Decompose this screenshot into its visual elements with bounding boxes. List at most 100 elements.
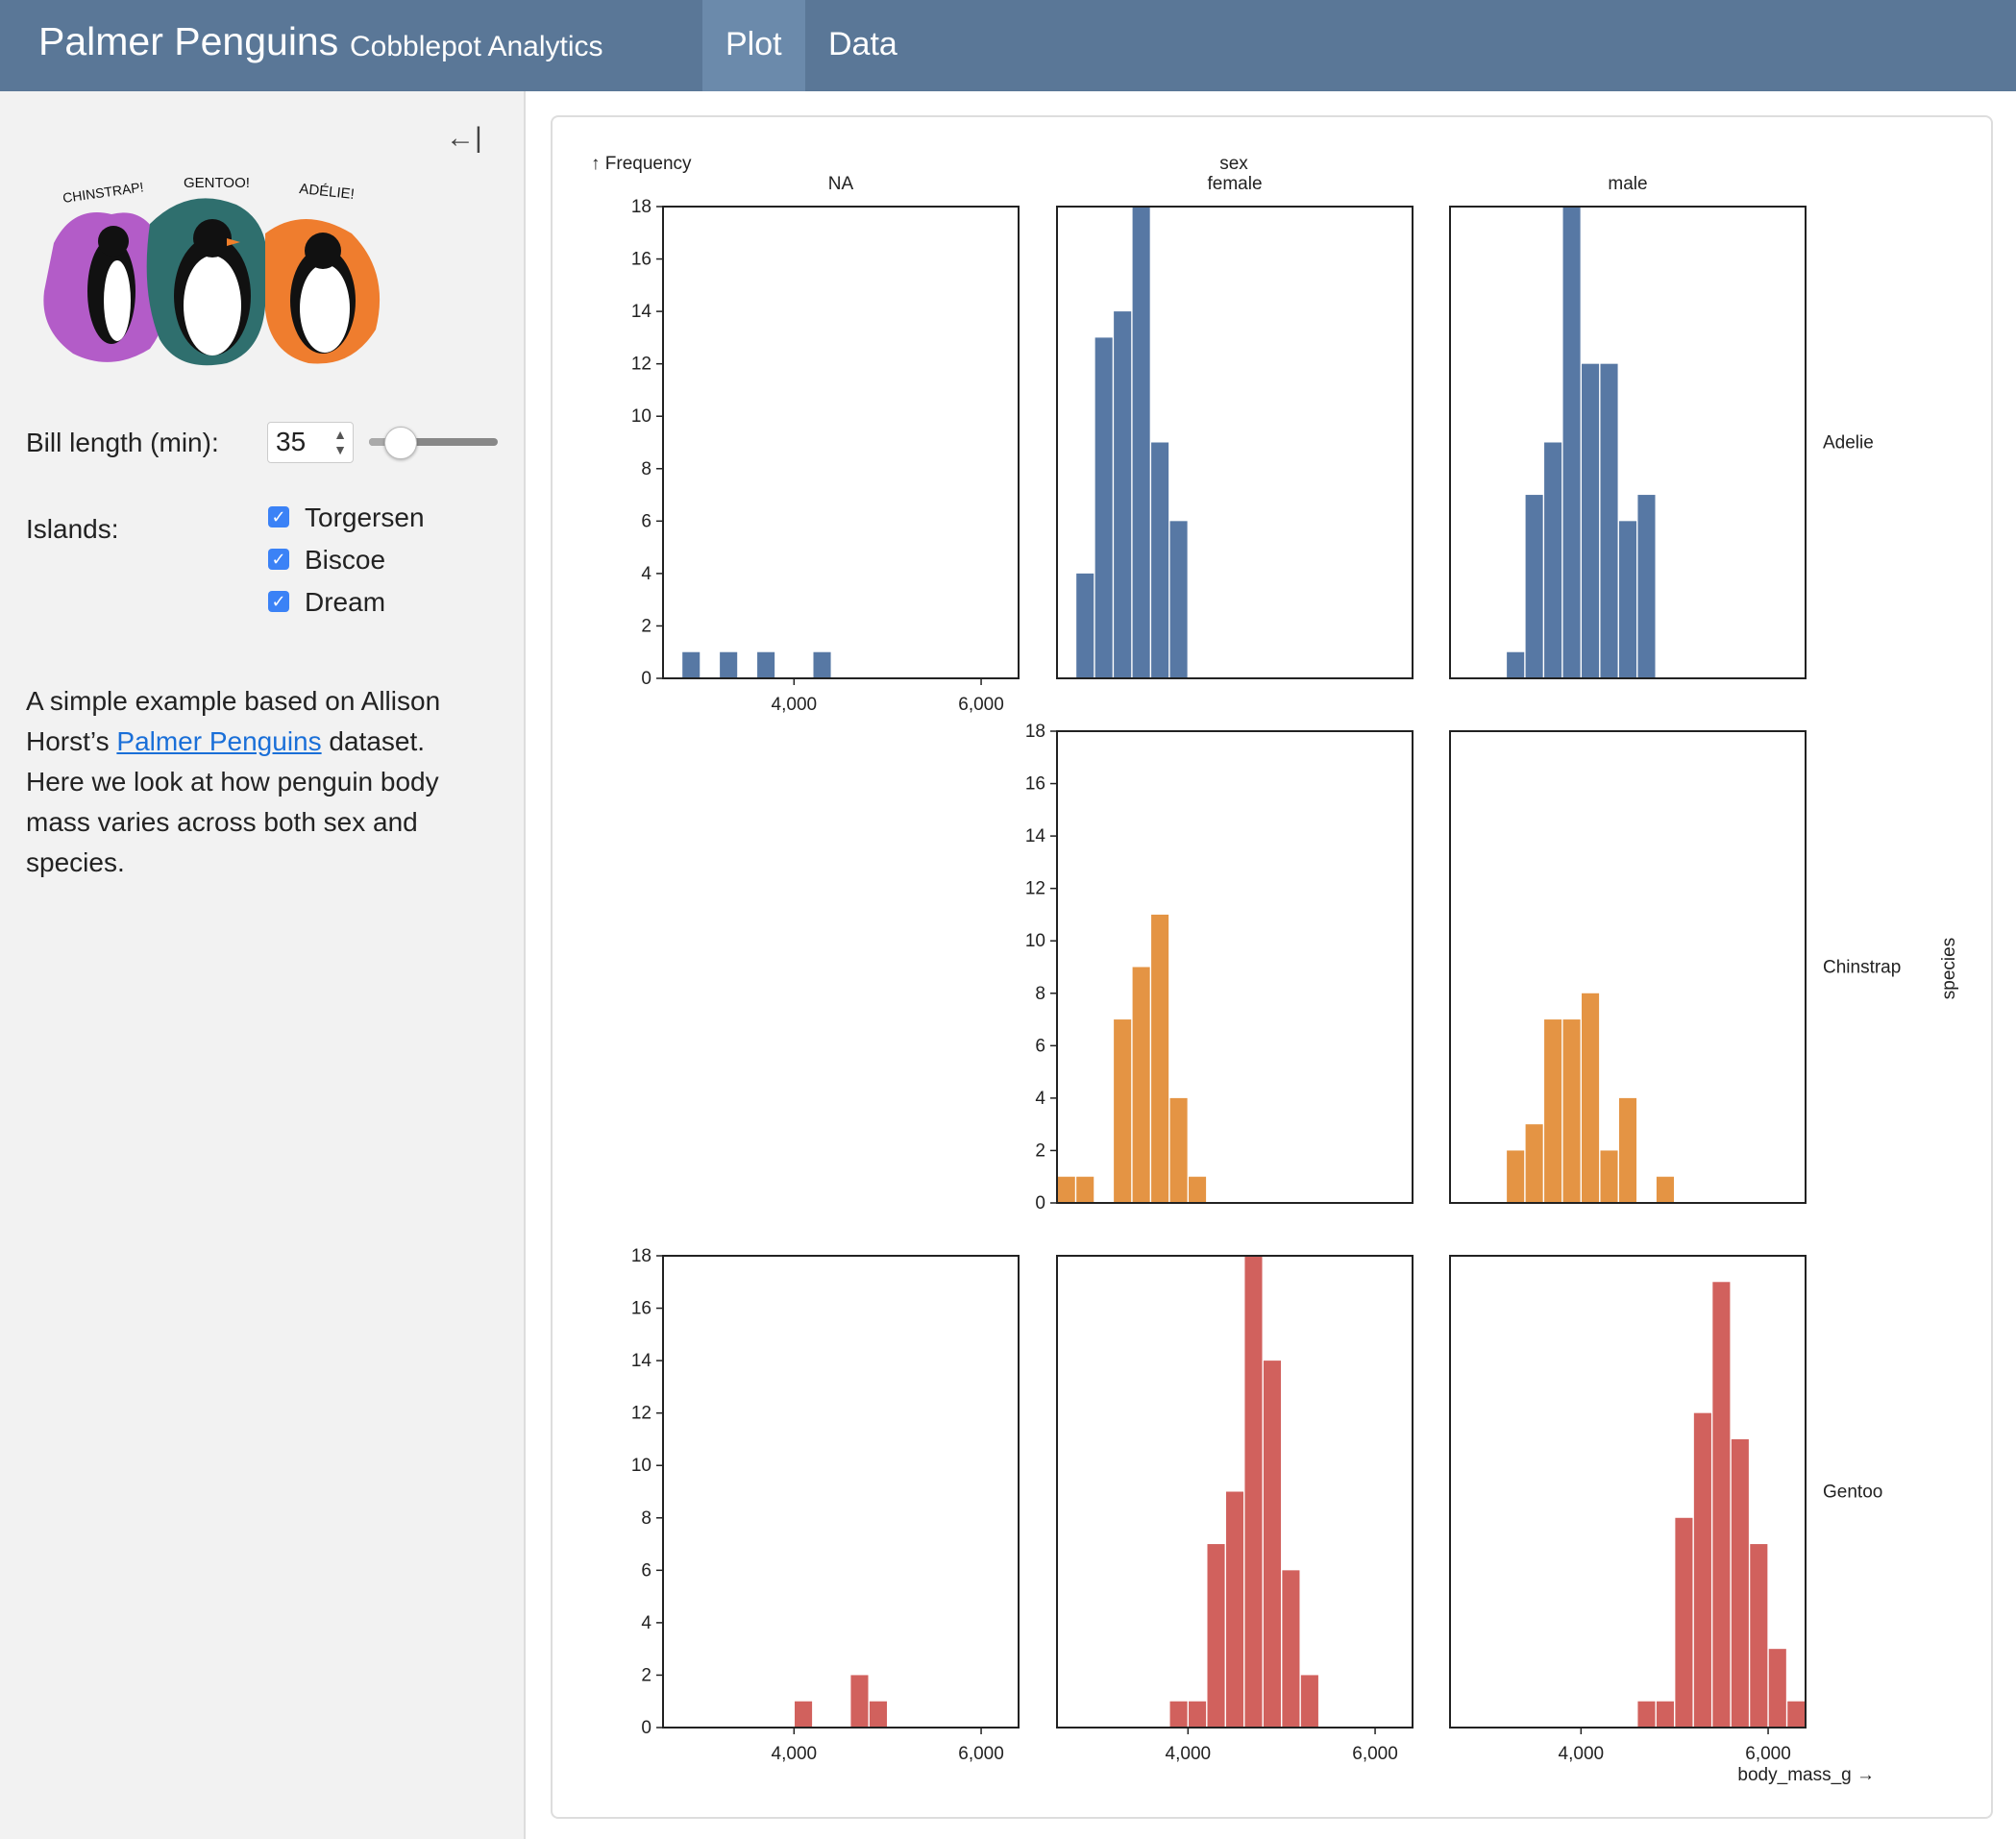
illustration-label-adelie: ADÉLIE!: [299, 181, 356, 203]
bar-gentoo-male: [1768, 1649, 1786, 1728]
bar-gentoo-female: [1263, 1361, 1281, 1728]
bar-adelie-female: [1169, 521, 1188, 678]
bar-chinstrap-female: [1169, 1097, 1188, 1203]
x-tick-label: 4,000: [772, 695, 818, 715]
column-label-male: male: [1608, 174, 1647, 194]
y-tick-label: 16: [631, 1299, 652, 1319]
bar-chinstrap-female: [1057, 1176, 1075, 1203]
y-tick-label: 14: [631, 302, 652, 322]
description: A simple example based on Allison Horst’…: [26, 681, 478, 883]
bar-gentoo-male: [1656, 1701, 1674, 1728]
y-tick-label: 10: [1025, 931, 1045, 951]
y-tick-label: 12: [1025, 879, 1045, 899]
app-subtitle: Cobblepot Analytics: [350, 31, 603, 62]
bar-gentoo-female: [1189, 1701, 1207, 1728]
bar-chinstrap-male: [1544, 1019, 1562, 1203]
bill-length-slider[interactable]: [369, 438, 498, 446]
bar-adelie-male: [1544, 442, 1562, 678]
facet-y-title: species: [1939, 938, 1959, 999]
palmer-penguins-link[interactable]: Palmer Penguins: [116, 726, 322, 756]
tab-plot[interactable]: Plot: [702, 0, 805, 91]
y-tick-label: 18: [631, 1246, 652, 1266]
x-tick-label: 6,000: [958, 695, 1004, 715]
bar-chinstrap-male: [1525, 1124, 1543, 1203]
bar-chinstrap-male: [1600, 1150, 1618, 1203]
navbar: Palmer Penguins Cobblepot Analytics Plot…: [0, 0, 2016, 91]
bar-gentoo-female: [1169, 1701, 1188, 1728]
sidebar: ←| CHINSTRAP! GENTOO! ADÉLIE! Bill lengt…: [0, 91, 526, 1839]
y-tick-label: 4: [1035, 1089, 1045, 1109]
checkbox-label-dream[interactable]: Dream: [305, 587, 386, 617]
column-label-na: NA: [828, 174, 854, 194]
islands-label: Islands:: [26, 514, 119, 544]
y-tick-label: 6: [641, 1560, 652, 1581]
y-tick-label: 6: [1035, 1036, 1045, 1056]
y-tick-label: 16: [1025, 774, 1045, 795]
bar-adelie-male: [1525, 495, 1543, 678]
y-tick-label: 2: [1035, 1140, 1045, 1161]
x-tick-label: 4,000: [772, 1744, 818, 1764]
panel-frame: [1056, 1255, 1414, 1729]
facet-x-title: sex: [1219, 154, 1248, 174]
bar-adelie-male: [1637, 495, 1656, 678]
x-tick-label: 6,000: [958, 1744, 1004, 1764]
app-title: Palmer Penguins: [38, 19, 339, 63]
y-tick-label: 4: [641, 1613, 652, 1633]
bar-chinstrap-female: [1132, 967, 1150, 1203]
bar-gentoo-na: [869, 1701, 887, 1728]
y-tick-label: 0: [641, 669, 652, 689]
description-text-end: dataset. Here we look at how penguin bod…: [26, 726, 439, 877]
checkbox-torgersen[interactable]: ✓: [268, 506, 289, 527]
y-tick-label: 6: [641, 511, 652, 531]
checkbox-label-torgersen[interactable]: Torgersen: [305, 503, 425, 532]
bar-adelie-male: [1507, 651, 1525, 678]
y-tick-label: 8: [641, 1508, 652, 1529]
y-tick-label: 12: [631, 1404, 652, 1424]
bar-gentoo-female: [1300, 1675, 1318, 1728]
bar-gentoo-male: [1675, 1517, 1693, 1728]
spinner-icon[interactable]: ▲ ▼: [333, 427, 347, 457]
tab-data[interactable]: Data: [828, 26, 897, 62]
checkbox-biscoe[interactable]: ✓: [268, 549, 289, 570]
y-tick-label: 8: [1035, 984, 1045, 1004]
x-tick-label: 6,000: [1745, 1744, 1791, 1764]
bar-chinstrap-male: [1507, 1150, 1525, 1203]
bill-length-input[interactable]: 35 ▲ ▼: [267, 422, 354, 463]
y-tick-label: 10: [631, 1456, 652, 1476]
bar-gentoo-na: [795, 1701, 813, 1728]
y-tick-label: 14: [1025, 826, 1046, 846]
row-label-adelie: Adelie: [1823, 433, 1874, 454]
collapse-sidebar-icon[interactable]: ←|: [446, 122, 482, 154]
checkbox-dream[interactable]: ✓: [268, 591, 289, 612]
bar-gentoo-male: [1712, 1282, 1731, 1728]
slider-thumb[interactable]: [384, 427, 417, 459]
bar-gentoo-female: [1225, 1491, 1244, 1728]
bar-adelie-na: [757, 651, 775, 678]
bar-adelie-female: [1132, 207, 1150, 678]
bar-gentoo-female: [1282, 1570, 1300, 1728]
bar-adelie-male: [1582, 363, 1600, 678]
bar-gentoo-female: [1244, 1256, 1263, 1728]
bar-chinstrap-male: [1656, 1176, 1674, 1203]
panel-frame: [1449, 730, 1807, 1204]
checkbox-label-biscoe[interactable]: Biscoe: [305, 545, 386, 575]
bar-gentoo-male: [1787, 1701, 1806, 1728]
row-label-gentoo: Gentoo: [1823, 1483, 1882, 1503]
bar-gentoo-male: [1731, 1438, 1749, 1728]
bar-chinstrap-female: [1076, 1176, 1094, 1203]
panel-frame: [1449, 1255, 1807, 1729]
bar-chinstrap-male: [1618, 1097, 1637, 1203]
panel-frame: [1056, 730, 1414, 1204]
bar-gentoo-male: [1637, 1701, 1656, 1728]
y-tick-label: 0: [641, 1718, 652, 1738]
bar-adelie-female: [1114, 311, 1132, 678]
illustration-label-gentoo: GENTOO!: [184, 175, 250, 191]
penguins-illustration: CHINSTRAP! GENTOO! ADÉLIE!: [43, 175, 381, 366]
y-tick-label: 10: [631, 406, 652, 427]
y-tick-label: 0: [1035, 1193, 1045, 1214]
x-tick-label: 6,000: [1352, 1744, 1398, 1764]
bar-adelie-na: [682, 651, 701, 678]
y-tick-label: 8: [641, 459, 652, 479]
y-tick-label: 2: [641, 1665, 652, 1685]
